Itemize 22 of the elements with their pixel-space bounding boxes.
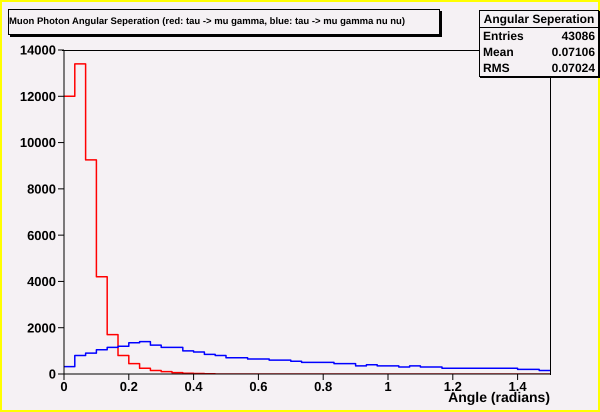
chart-title: Muon Photon Angular Seperation (red: tau -> mu gamma, blue: tau -> mu gamma nu nu) xyxy=(8,9,440,35)
y-tick-label: 8000 xyxy=(27,181,56,196)
y-tick-label: 12000 xyxy=(20,88,56,104)
text: 43086 xyxy=(562,29,595,43)
text: 0.07106 xyxy=(552,45,595,59)
x-tick-label: 0.8 xyxy=(314,379,332,394)
x-tick-label: 0.6 xyxy=(249,379,268,394)
y-tick-label: 4000 xyxy=(27,274,56,290)
y-tick-label: 10000 xyxy=(20,135,56,150)
x-tick-label: 0 xyxy=(60,379,68,394)
x-tick-label: 0.2 xyxy=(120,379,138,394)
text: Entries xyxy=(483,29,524,43)
x-tick-label: 0.4 xyxy=(184,379,204,394)
text: 0.07024 xyxy=(552,61,595,75)
x-tick-label: 1 xyxy=(384,379,392,394)
text: Angular Seperation xyxy=(480,11,598,28)
annotation: Mean xyxy=(483,45,514,59)
y-tick-label: 14000 xyxy=(20,42,56,58)
y-tick-label: 2000 xyxy=(27,320,56,336)
y-tick-label: 6000 xyxy=(27,228,56,243)
annotation: RMS xyxy=(483,61,510,75)
y-tick-label: 0 xyxy=(48,366,56,382)
